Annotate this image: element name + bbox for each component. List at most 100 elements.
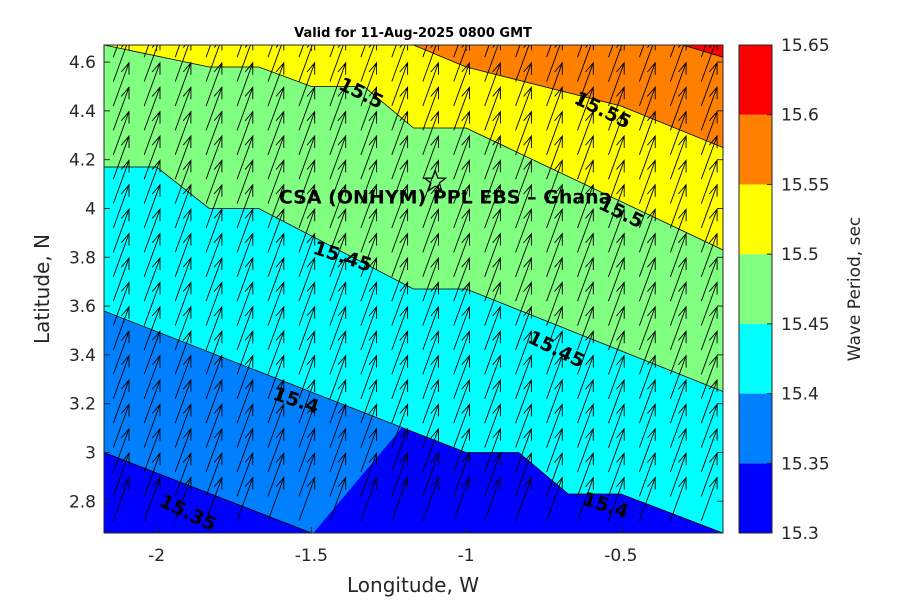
vector-arrow-89 (267, 378, 285, 424)
vector-arrow-21 (112, 451, 130, 497)
vector-arrow-388 (422, 45, 439, 82)
vector-arrow-298 (236, 134, 254, 180)
vector-arrow-359 (174, 61, 192, 107)
vector-arrow-399 (112, 45, 119, 58)
site-star-icon (422, 168, 448, 193)
vector-arrow-217 (329, 232, 347, 277)
vector-arrow-384 (298, 45, 316, 82)
vector-arrow-142 (608, 329, 625, 375)
vector-arrow-80 (638, 403, 656, 448)
vector-arrow-358 (143, 61, 161, 107)
vector-arrow-296 (174, 134, 192, 180)
vector-arrow-244 (515, 207, 532, 253)
vector-arrow-416 (638, 45, 645, 58)
vector-arrow-295 (143, 134, 161, 180)
vector-arrow-35 (546, 451, 563, 497)
vector-arrow-311 (638, 134, 656, 180)
vector-arrow-254 (174, 183, 192, 229)
vector-arrow-102 (669, 378, 687, 424)
vector-arrow-9 (391, 476, 409, 521)
vector-arrow-126 (112, 329, 130, 375)
vector-arrow-31 (422, 451, 439, 497)
vector-arrow-48 (298, 427, 316, 473)
vector-arrow-276 (205, 159, 223, 204)
vector-arrow-346 (422, 85, 439, 131)
vector-arrow-185 (638, 281, 656, 326)
vector-arrow-371 (546, 61, 563, 107)
vector-arrow-337 (143, 85, 161, 131)
vector-arrow-56 (546, 427, 563, 473)
colorbar-tick-label-7: 15.65 (781, 36, 830, 56)
vector-arrow-51 (391, 427, 409, 473)
vector-arrow-115 (422, 354, 439, 399)
vector-arrow-438 (670, 0, 686, 33)
vector-arrow-26 (267, 451, 285, 497)
vector-arrow-128 (174, 329, 192, 375)
vector-arrow-325 (422, 110, 439, 155)
vector-arrow-171 (205, 281, 223, 326)
vector-arrow-299 (267, 134, 285, 180)
vector-arrow-111 (298, 354, 316, 399)
vector-arrow-151 (236, 305, 254, 351)
vector-arrow-349 (515, 85, 532, 131)
vector-arrow-19 (700, 476, 718, 521)
vector-arrow-108 (205, 354, 223, 399)
vector-arrow-343 (329, 85, 347, 131)
vector-arrow-375 (669, 61, 687, 107)
vector-arrow-289 (608, 159, 625, 204)
vector-arrow-281 (360, 159, 378, 204)
vector-arrow-338 (174, 85, 192, 131)
vector-arrow-319 (236, 110, 254, 155)
wave-direction-vectors (112, 0, 718, 521)
vector-arrow-67 (236, 403, 254, 448)
vector-arrow-216 (298, 232, 316, 277)
vector-arrow-394 (608, 45, 625, 82)
x-tick-label-3: -0.5 (604, 546, 637, 566)
vector-arrow-363 (298, 61, 316, 107)
y-tick-label-2: 3.2 (69, 395, 96, 415)
vector-arrow-29 (360, 451, 378, 497)
vector-arrow-27 (298, 451, 316, 497)
vector-arrow-405 (298, 45, 304, 58)
vector-arrow-418 (700, 45, 707, 58)
x-axis-label: Longitude, W (347, 573, 479, 597)
vector-arrow-342 (298, 85, 316, 131)
vector-arrow-331 (608, 110, 625, 155)
colorbar-tick-label-1: 15.35 (781, 454, 830, 474)
vector-arrow-129 (205, 329, 223, 375)
vector-arrow-435 (578, 0, 594, 33)
vector-arrow-364 (329, 61, 347, 107)
vector-arrow-354 (669, 85, 687, 131)
vector-arrow-334 (700, 110, 718, 155)
vector-arrow-141 (577, 329, 594, 375)
vector-arrow-206 (638, 256, 656, 302)
vector-arrow-84 (112, 378, 130, 424)
vector-arrow-308 (546, 134, 563, 180)
vector-arrow-262 (422, 183, 439, 229)
vector-arrow-110 (267, 354, 285, 399)
colorbar-swatch-1 (739, 393, 772, 464)
vector-arrow-253 (143, 183, 161, 229)
vector-arrow-159 (484, 305, 501, 351)
vector-arrow-140 (546, 329, 563, 375)
vector-arrow-424 (237, 0, 253, 33)
vector-arrow-326 (453, 110, 470, 155)
vector-arrow-246 (577, 207, 594, 253)
vector-arrow-166 (700, 305, 718, 351)
vector-arrow-57 (577, 427, 594, 473)
vector-arrow-355 (700, 85, 718, 131)
vector-arrow-220 (422, 232, 439, 277)
vector-arrow-228 (669, 232, 687, 277)
vector-arrow-420 (113, 0, 129, 33)
vector-arrow-25 (236, 451, 254, 497)
vector-arrow-352 (608, 85, 625, 131)
vector-arrow-306 (484, 134, 501, 180)
vector-arrow-226 (608, 232, 625, 277)
vector-arrow-74 (453, 403, 470, 448)
colorbar-tick-label-2: 15.4 (781, 385, 819, 405)
vector-arrow-2 (174, 476, 192, 521)
contour-line-5 (682, 45, 723, 58)
vector-arrow-215 (267, 232, 285, 277)
vector-arrow-139 (515, 329, 532, 375)
vector-arrow-393 (577, 45, 594, 82)
